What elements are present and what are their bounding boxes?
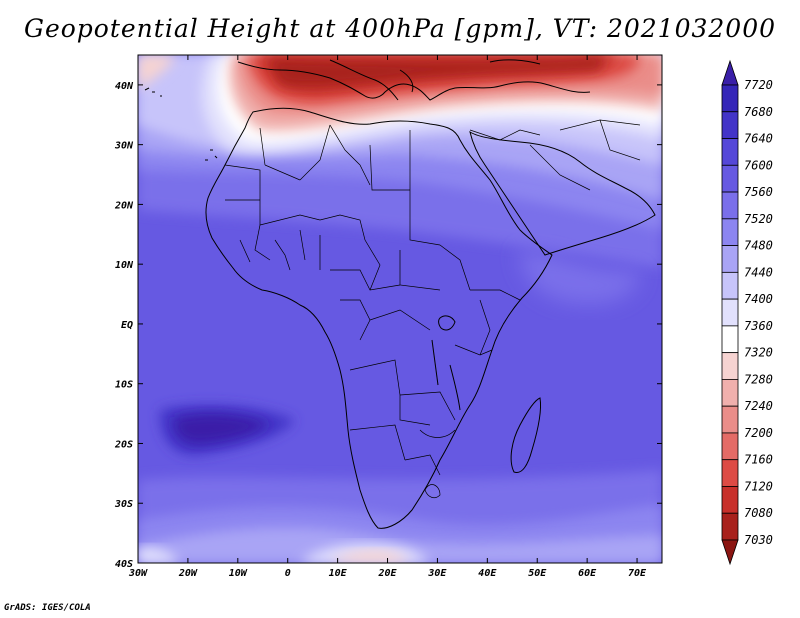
x-tick-label: 10W — [229, 568, 248, 579]
colorbar-swatch — [721, 138, 739, 166]
colorbar-label: 7720 — [744, 78, 773, 92]
colorbar-label: 7520 — [744, 212, 773, 226]
colorbar-swatch — [721, 218, 739, 246]
colorbar-swatch — [721, 191, 739, 220]
colorbar-min-arrow — [721, 539, 739, 566]
x-tick-label: 20W — [178, 568, 198, 579]
colorbar-label: 7080 — [744, 506, 773, 520]
x-tick-label: 30W — [128, 568, 148, 579]
colorbar-max-arrow — [721, 59, 739, 86]
x-tick-label: 70E — [628, 568, 647, 579]
colorbar-swatch — [721, 271, 739, 300]
y-tick-label: 40S — [115, 559, 133, 570]
colorbar-swatch — [721, 459, 739, 487]
colorbar-swatch — [721, 352, 739, 380]
colorbar-label: 7280 — [744, 372, 773, 386]
colorbar-label: 7400 — [744, 292, 773, 306]
y-tick-label: 40N — [115, 81, 134, 92]
x-axis: 30W 20W 10W 0 10E 20E 30E 40E 50E 60E 70E — [128, 55, 647, 579]
colorbar-swatch — [721, 298, 739, 327]
y-tick-label: 10S — [115, 380, 133, 391]
y-axis: 40N 30N 20N 10N EQ 10S 20S 30S 40S — [114, 81, 662, 570]
map-title: Geopotential Height at 400hPa [gpm], VT:… — [23, 14, 777, 43]
colorbar-label: 7640 — [744, 132, 773, 146]
colorbar-label: 7240 — [744, 399, 773, 413]
colorbar-label: 7160 — [744, 453, 773, 467]
y-tick-label: 30N — [114, 141, 134, 152]
colorbar-label: 7600 — [744, 158, 773, 172]
colorbar-swatch — [721, 486, 739, 514]
plot-frame — [137, 54, 663, 564]
coastlines — [144, 59, 656, 529]
country-borders — [224, 119, 641, 499]
colorbar-label: 7200 — [744, 426, 773, 440]
x-tick-label: 40E — [478, 568, 497, 579]
y-tick-label: 30S — [114, 499, 133, 510]
colorbar-swatch — [721, 325, 739, 354]
x-tick-label: 10E — [329, 568, 348, 579]
footer-credit: GrADS: IGES/COLA — [4, 603, 91, 613]
colorbar-label: 7560 — [744, 185, 773, 199]
y-tick-label: EQ — [121, 320, 133, 331]
colorbar-swatch — [721, 111, 739, 139]
colorbar-label: 7120 — [744, 479, 773, 493]
x-tick-label: 0 — [285, 568, 291, 579]
x-tick-label: 20E — [377, 568, 397, 579]
colorbar-swatch — [721, 245, 739, 273]
colorbar-label: 7680 — [744, 105, 773, 119]
colorbar-swatch — [721, 432, 739, 461]
colorbar-swatch — [721, 512, 739, 541]
y-tick-label: 20S — [114, 439, 133, 450]
colorbar-label: 7320 — [744, 346, 773, 360]
x-tick-label: 50E — [528, 568, 547, 579]
colorbar: 7720 7680 7640 7600 7560 7520 7480 7440 7400 7360… — [721, 59, 773, 566]
x-tick-label: 30E — [427, 568, 447, 579]
colorbar-label: 7030 — [744, 533, 773, 547]
geopotential-field — [138, 55, 662, 563]
colorbar-swatch — [721, 84, 739, 113]
colorbar-label: 7480 — [744, 239, 773, 253]
y-tick-label: 10N — [115, 260, 134, 271]
colorbar-swatch — [721, 164, 739, 193]
colorbar-label: 7440 — [744, 265, 773, 279]
y-tick-label: 20N — [114, 200, 134, 211]
colorbar-swatch — [721, 379, 739, 407]
x-tick-label: 60E — [578, 568, 597, 579]
colorbar-label: 7360 — [744, 319, 773, 333]
colorbar-swatch — [721, 405, 739, 434]
